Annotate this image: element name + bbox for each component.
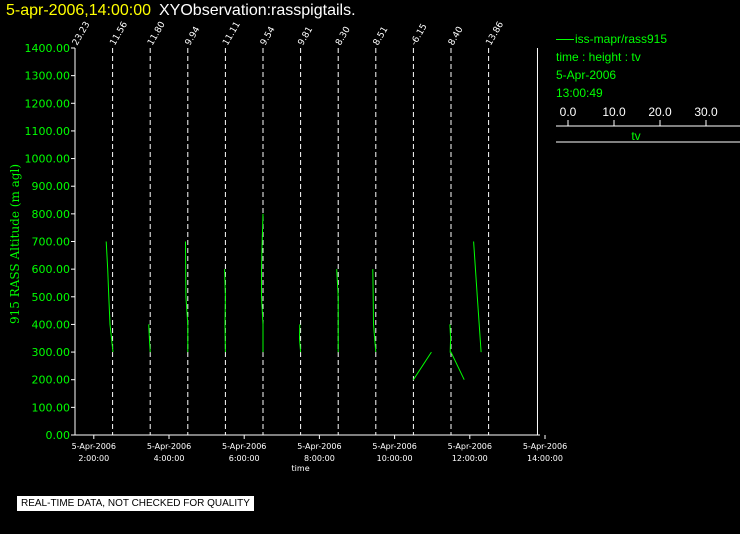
scale-tick-label: 30.0 [694,105,718,119]
profile-label: 23.23 [71,20,93,47]
profile-label: 13.86 [485,20,507,48]
scale-tick-label: 10.0 [602,105,626,119]
y-tick-label: 1300.00 [25,70,71,83]
y-tick-label: 1400.00 [25,42,71,55]
x-tick-label: 5-Apr-2006 [448,442,492,451]
profile-label: 8.30 [334,25,353,48]
y-tick-label: 1000.00 [25,153,71,166]
profile-line [105,241,114,353]
scale-label: tv [631,129,640,143]
observation-datetime: 5-apr-2006,14:00:00 [6,2,151,19]
profile-label: 9.94 [184,25,203,48]
legend-scale: 0.0 10.0 20.0 30.0 tv [556,105,740,143]
y-tick-label: 200.00 [32,374,71,387]
profile-label: 9.81 [297,25,316,47]
profile-label: 9.54 [259,25,278,48]
profile-line [412,351,432,380]
y-tick-label: 300.00 [32,346,71,359]
profile-line [148,324,151,353]
profile-line [449,324,465,380]
legend-series-label: iss-mapr/rass915 [575,32,668,46]
x-tick-label: 6:00:00 [229,454,260,463]
x-tick-label: 10:00:00 [377,454,413,463]
profile-label: 8.40 [447,25,466,48]
profile-line [372,269,377,353]
legend: iss-mapr/rass915 time : height : tv 5-Ap… [556,30,740,102]
x-tick-label: 4:00:00 [154,454,185,463]
quality-disclaimer: REAL-TIME DATA, NOT CHECKED FOR QUALITY [17,496,254,511]
profile-label: -6.15 [409,22,429,47]
y-tick-label: 700.00 [32,236,71,249]
x-axis-title: time [292,464,310,473]
y-axis-title: 915 RASS Altitude (m agl) [8,164,22,324]
scale-tick-label: 0.0 [560,105,577,119]
profile-line [185,241,189,353]
profile-line [261,213,264,353]
legend-series: iss-mapr/rass915 [556,30,740,48]
y-tick-label: 400.00 [32,318,71,331]
y-tick-label: 800.00 [32,208,71,221]
profile-line [473,241,482,353]
y-tick-label: 1100.00 [25,125,71,138]
y-tick-label: 1200.00 [25,97,71,110]
x-tick-label: 14:00:00 [527,454,563,463]
x-tick-label: 5-Apr-2006 [297,442,341,451]
profile-label: 11.80 [146,20,168,48]
y-tick-label: 600.00 [32,263,71,276]
observation-name: XYObservation:rasspigtails. [159,2,356,19]
x-tick-label: 5-Apr-2006 [372,442,416,451]
profile-line [298,324,302,353]
profile-label: 11.56 [109,20,131,48]
x-tick-label: 12:00:00 [452,454,488,463]
x-tick-label: 5-Apr-2006 [72,442,116,451]
profile-label: 11.11 [221,20,243,47]
x-tick-label: 5-Apr-2006 [523,442,567,451]
y-tick-label: 0.00 [46,429,71,442]
legend-date: 5-Apr-2006 [556,68,617,82]
x-tick-label: 8:00:00 [304,454,335,463]
y-tick-label: 500.00 [32,291,71,304]
x-tick-label: 2:00:00 [78,454,109,463]
profile-line [336,269,339,353]
legend-fields: time : height : tv [556,50,641,64]
profile-label: 8.51 [372,25,391,47]
x-tick-label: 5-Apr-2006 [147,442,191,451]
profile-line [224,269,226,353]
y-tick-label: 100.00 [32,401,71,414]
legend-swatch [556,39,574,41]
y-tick-label: 900.00 [32,180,71,193]
chart-title: 5-apr-2006,14:00:00 XYObservation:rasspig… [6,2,356,20]
x-tick-label: 5-Apr-2006 [222,442,266,451]
legend-time: 13:00:49 [556,86,603,100]
scale-tick-label: 20.0 [648,105,672,119]
